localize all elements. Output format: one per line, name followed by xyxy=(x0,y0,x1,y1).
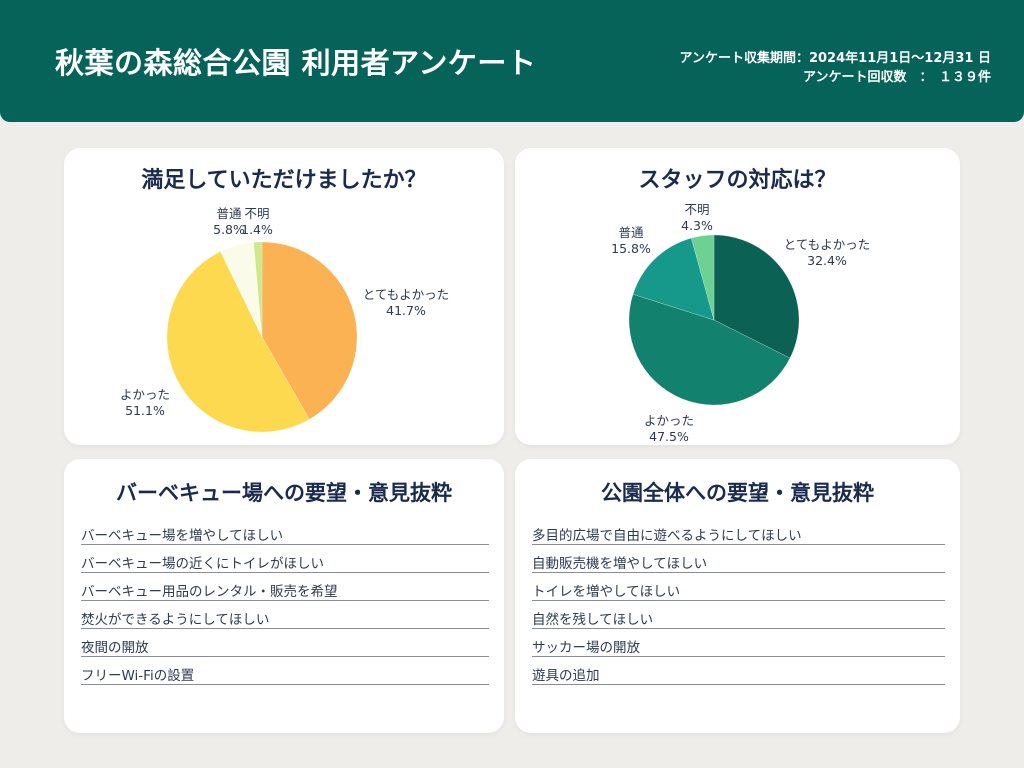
list-item: 遊具の追加 xyxy=(532,657,945,685)
label-neutral: 普通 15.8% xyxy=(611,225,651,256)
pie-slice xyxy=(691,234,715,321)
label-unknown: 不明 1.4% xyxy=(241,206,273,237)
label-neutral: 普通 5.8% xyxy=(213,206,245,237)
pie-slice xyxy=(220,242,263,338)
list-item: バーベキュー場を増やしてほしい xyxy=(81,517,489,545)
satisfaction-pie-chart xyxy=(166,241,358,433)
list-item: 夜間の開放 xyxy=(81,629,489,657)
label-good: よかった 47.5% xyxy=(643,413,695,444)
bbq-opinions-card: バーベキュー場への要望・意見抜粋 バーベキュー場を増やしてほしい バーベキュー場… xyxy=(64,459,504,733)
list-item: バーベキュー用品のレンタル・販売を希望 xyxy=(81,573,489,601)
pie-slice xyxy=(166,251,310,433)
pie-slice xyxy=(713,234,800,359)
staff-chart-title: スタッフの対応は？ xyxy=(638,168,837,193)
park-opinions-list: 多目的広場で自由に遊べるようにしてほしい 自動販売機を増やしてほしい トイレを増… xyxy=(515,517,960,685)
park-opinions-title: 公園全体への要望・意見抜粋 xyxy=(601,481,874,505)
list-item: 焚火ができるようにしてほしい xyxy=(81,601,489,629)
pie-slice xyxy=(261,241,358,420)
survey-response-count: アンケート回収数 ： １３９件 xyxy=(803,70,991,85)
list-item: バーベキュー場の近くにトイレがほしい xyxy=(81,545,489,573)
list-item: 多目的広場で自由に遊べるようにしてほしい xyxy=(532,517,945,545)
label-good: よかった 51.1% xyxy=(119,387,171,418)
list-item: 自動販売機を増やしてほしい xyxy=(532,545,945,573)
satisfaction-chart-title: 満足していただけましたか？ xyxy=(141,168,427,193)
label-unknown: 不明 4.3% xyxy=(681,202,713,233)
header: 秋葉の森総合公園 利用者アンケート アンケート収集期間：2024年11月1日～1… xyxy=(0,0,1024,122)
staff-pie-chart xyxy=(628,234,800,406)
list-item: 自然を残してほしい xyxy=(532,601,945,629)
satisfaction-chart-card: 満足していただけましたか？ 普通 5.8% 不明 1.4% とてもよかった 41… xyxy=(64,148,504,445)
bbq-opinions-list: バーベキュー場を増やしてほしい バーベキュー場の近くにトイレがほしい バーベキュ… xyxy=(64,517,504,685)
survey-period: アンケート収集期間：2024年11月1日～12月31 日 xyxy=(679,51,991,66)
staff-chart-card: スタッフの対応は？ 不明 4.3% 普通 15.8% とてもよかった 32.4%… xyxy=(515,148,960,445)
page-title: 秋葉の森総合公園 利用者アンケート xyxy=(55,46,537,80)
pie-slice xyxy=(632,237,715,321)
list-item: トイレを増やしてほしい xyxy=(532,573,945,601)
park-opinions-card: 公園全体への要望・意見抜粋 多目的広場で自由に遊べるようにしてほしい 自動販売機… xyxy=(515,459,960,733)
label-very-good: とてもよかった 41.7% xyxy=(362,287,450,318)
label-very-good: とてもよかった 32.4% xyxy=(783,237,871,268)
bbq-opinions-title: バーベキュー場への要望・意見抜粋 xyxy=(116,481,452,505)
pie-slice xyxy=(253,241,263,338)
list-item: サッカー場の開放 xyxy=(532,629,945,657)
list-item: フリーWi-Fiの設置 xyxy=(81,657,489,685)
survey-meta: アンケート収集期間：2024年11月1日～12月31 日 アンケート回収数 ： … xyxy=(679,49,991,87)
pie-slice xyxy=(628,293,791,406)
